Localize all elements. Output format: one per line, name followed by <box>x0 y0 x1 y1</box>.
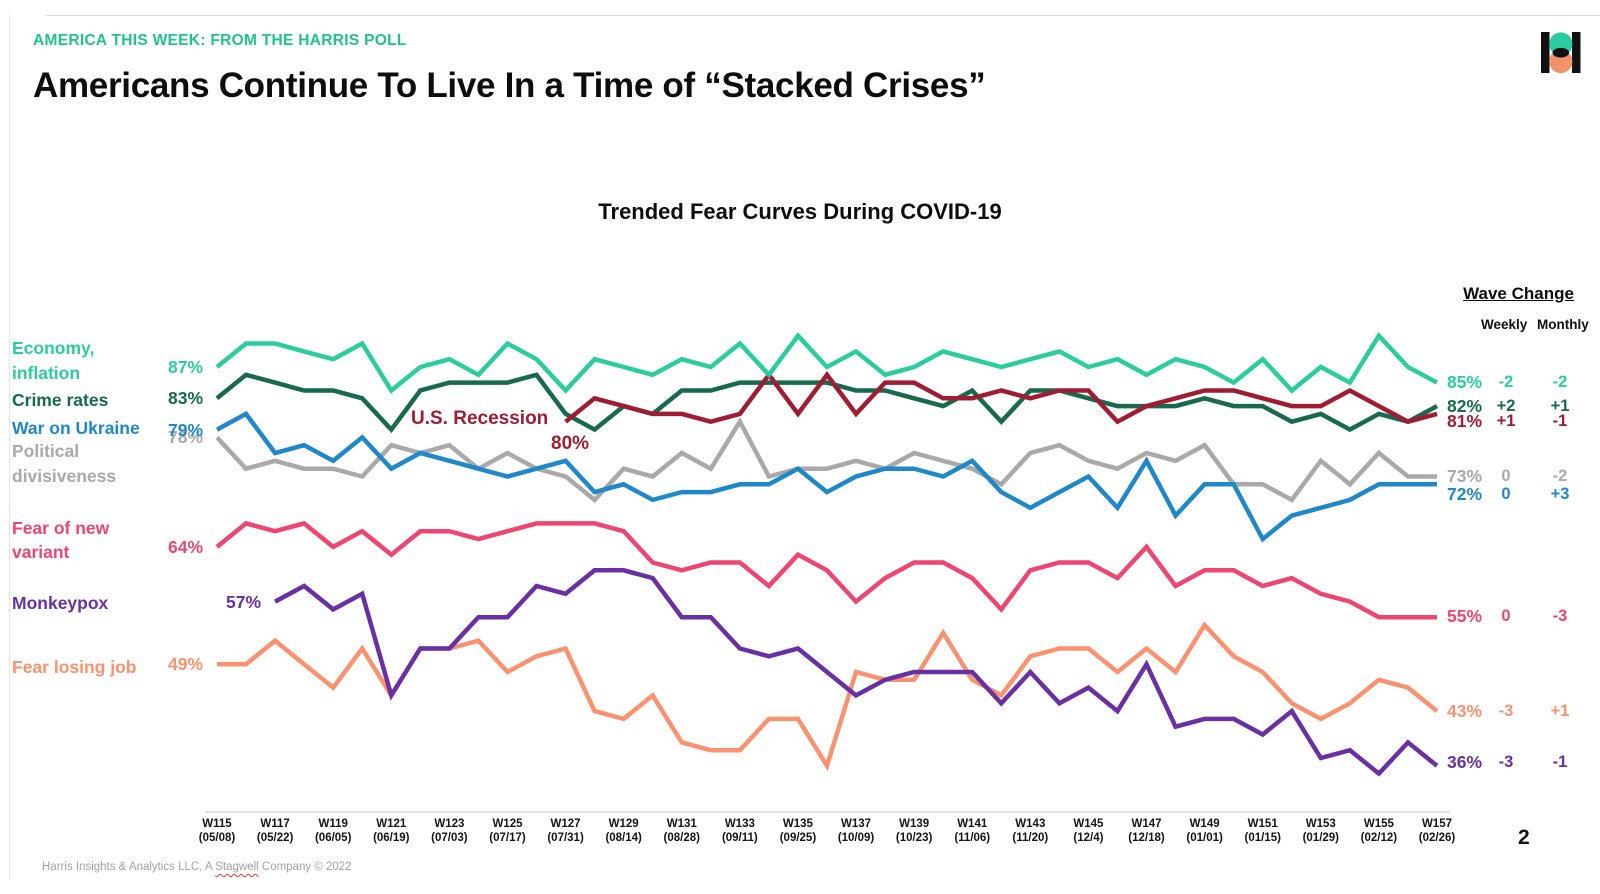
wave-change-col-monthly: Monthly <box>1537 317 1589 332</box>
series-line-monkeypox <box>274 568 1439 777</box>
page-title: Americans Continue To Live In a Time of … <box>33 66 986 105</box>
footer-text-post: Company © 2022 <box>258 861 352 873</box>
slide-left-border <box>9 15 10 880</box>
slide-top-border <box>45 15 1600 16</box>
wave-change-title: Wave Change <box>1463 284 1574 303</box>
logo-right-bar <box>1572 32 1581 73</box>
logo-overlap-lens <box>1552 47 1569 58</box>
footer-credit: Harris Insights & Analytics LLC, A Stagw… <box>42 861 352 873</box>
page-number: 2 <box>1518 826 1530 849</box>
series-line-ukraine <box>215 410 1437 543</box>
series-line-economy <box>215 332 1439 394</box>
series-line-recession <box>564 371 1438 425</box>
footer-text-stagwell: Stagwell <box>215 861 259 873</box>
series-line-job <box>217 621 1439 772</box>
logo-left-bar <box>1541 32 1550 73</box>
wave-change-col-weekly: Weekly <box>1481 317 1528 332</box>
eyebrow: AMERICA THIS WEEK: FROM THE HARRIS POLL <box>33 32 407 49</box>
harris-poll-logo <box>1541 32 1581 74</box>
chart-title: Trended Fear Curves During COVID-19 <box>598 199 1002 224</box>
series-line-crime <box>215 372 1439 434</box>
series-line-political <box>215 417 1437 503</box>
series-line-variant <box>215 520 1437 620</box>
footer-text-pre: Harris Insights & Analytics LLC, A <box>42 861 216 873</box>
